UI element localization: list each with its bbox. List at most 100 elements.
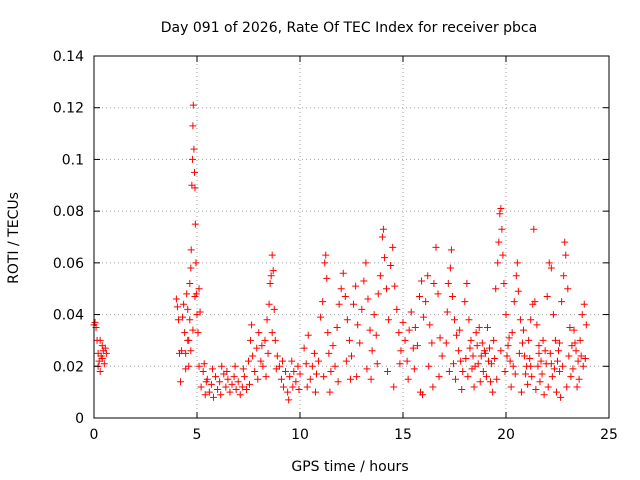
data-point bbox=[240, 373, 248, 381]
data-point bbox=[561, 238, 569, 246]
data-point bbox=[397, 347, 405, 355]
grid bbox=[94, 56, 609, 418]
data-point bbox=[265, 300, 273, 308]
data-point bbox=[315, 357, 323, 365]
data-point bbox=[468, 365, 476, 373]
data-point bbox=[547, 360, 555, 368]
data-point bbox=[428, 339, 436, 347]
data-point bbox=[339, 269, 347, 277]
data-point bbox=[232, 386, 240, 394]
data-point bbox=[545, 259, 553, 267]
data-point bbox=[308, 362, 316, 370]
data-point bbox=[513, 259, 521, 267]
data-point bbox=[508, 329, 516, 337]
data-point bbox=[323, 274, 331, 282]
data-point bbox=[100, 360, 108, 368]
data-point bbox=[582, 321, 590, 329]
data-point bbox=[317, 313, 325, 321]
data-point bbox=[236, 391, 244, 399]
data-point bbox=[181, 329, 189, 337]
data-point bbox=[432, 243, 440, 251]
data-point bbox=[202, 378, 210, 386]
data-point bbox=[266, 280, 274, 288]
data-point bbox=[182, 365, 190, 373]
data-point bbox=[385, 316, 393, 324]
data-point bbox=[401, 336, 409, 344]
data-point bbox=[378, 233, 386, 241]
x-tick-label: 20 bbox=[497, 427, 515, 443]
data-points bbox=[90, 101, 590, 404]
data-point bbox=[222, 383, 230, 391]
data-point bbox=[509, 362, 517, 370]
data-point bbox=[180, 300, 188, 308]
data-point bbox=[234, 378, 242, 386]
data-point bbox=[182, 349, 190, 357]
data-point bbox=[205, 388, 213, 396]
data-point bbox=[335, 300, 343, 308]
data-point bbox=[364, 295, 372, 303]
data-point bbox=[575, 375, 583, 383]
data-point bbox=[419, 391, 427, 399]
data-point bbox=[199, 367, 207, 375]
data-point bbox=[500, 280, 508, 288]
data-point bbox=[464, 373, 472, 381]
data-point bbox=[410, 365, 418, 373]
data-point bbox=[208, 365, 216, 373]
data-point bbox=[383, 285, 391, 293]
data-point bbox=[373, 360, 381, 368]
data-point bbox=[303, 383, 311, 391]
data-point bbox=[451, 316, 458, 324]
data-point bbox=[525, 336, 533, 344]
data-point bbox=[567, 373, 575, 381]
data-point bbox=[456, 326, 464, 334]
data-point bbox=[192, 259, 200, 267]
data-point bbox=[475, 324, 483, 331]
data-point bbox=[296, 370, 304, 378]
data-point bbox=[329, 342, 337, 350]
data-point bbox=[358, 305, 366, 313]
data-point bbox=[334, 378, 342, 386]
data-point bbox=[560, 272, 568, 280]
y-tick-label: 0 bbox=[75, 411, 84, 427]
data-point bbox=[497, 347, 505, 355]
data-point bbox=[415, 292, 423, 300]
data-point bbox=[527, 362, 535, 370]
data-point bbox=[453, 331, 461, 339]
data-point bbox=[273, 352, 281, 360]
data-point bbox=[393, 305, 401, 313]
y-tick-label: 0.02 bbox=[53, 359, 84, 375]
data-point bbox=[353, 373, 361, 381]
data-point bbox=[578, 311, 586, 319]
data-point bbox=[96, 336, 104, 344]
y-tick-label: 0.12 bbox=[53, 101, 84, 117]
data-point bbox=[469, 352, 477, 360]
data-point bbox=[531, 298, 539, 306]
data-point bbox=[486, 344, 494, 352]
x-axis-label: GPS time / hours bbox=[291, 459, 408, 475]
data-point bbox=[552, 388, 560, 396]
data-point bbox=[512, 272, 520, 280]
data-point bbox=[540, 391, 548, 399]
data-point bbox=[403, 357, 411, 365]
data-point bbox=[444, 280, 452, 288]
data-point bbox=[539, 336, 547, 344]
data-point bbox=[457, 357, 465, 365]
data-point bbox=[422, 298, 430, 306]
data-point bbox=[492, 285, 500, 293]
data-point bbox=[242, 386, 250, 394]
data-point bbox=[436, 334, 444, 342]
data-point bbox=[448, 292, 456, 300]
data-point bbox=[363, 365, 371, 373]
data-point bbox=[195, 362, 203, 370]
data-point bbox=[295, 386, 303, 394]
data-point bbox=[407, 308, 415, 316]
data-point bbox=[562, 251, 570, 259]
data-point bbox=[522, 370, 530, 378]
data-point bbox=[546, 349, 554, 357]
data-point bbox=[430, 280, 438, 288]
data-point bbox=[269, 267, 277, 275]
data-point bbox=[487, 378, 495, 386]
data-point bbox=[480, 347, 488, 355]
data-point bbox=[490, 336, 498, 344]
